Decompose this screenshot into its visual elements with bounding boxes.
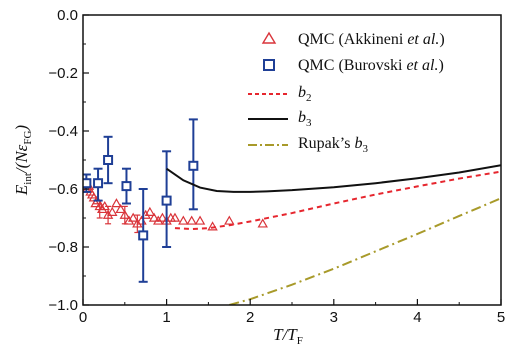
y-tick-label: 0.0 — [57, 7, 78, 24]
x-tick-label: 2 — [246, 309, 254, 326]
y-tick-label: −0.4 — [48, 123, 78, 140]
y-axis-label-end: ) — [12, 125, 31, 132]
legend-akkineni-italic: et al. — [407, 31, 439, 48]
akkineni-data-point — [157, 212, 168, 222]
akkineni-data-point — [194, 215, 206, 225]
legend-label-b2: b2 — [298, 84, 312, 104]
akkineni-data-point — [123, 215, 135, 225]
burovski-data-point — [93, 178, 104, 189]
series-b2-line — [174, 170, 501, 231]
akkineni-data-point — [107, 206, 118, 216]
legend-item-akkineni: QMC (Akkineni et al.) — [261, 31, 445, 48]
akkineni-data-point — [115, 203, 126, 214]
plot-clipped-group — [83, 118, 501, 305]
burovski-data-point — [161, 195, 172, 206]
legend-b3-sub: 3 — [306, 117, 312, 129]
x-axis-label-sub: F — [297, 335, 303, 347]
burovski-data-point — [103, 155, 114, 165]
legend-b3-main: b — [298, 109, 306, 126]
legend-rupak-sub: 3 — [362, 143, 368, 155]
plot-area — [83, 118, 501, 305]
legend-b2-sub: 2 — [306, 92, 312, 104]
x-tick-label: 4 — [413, 309, 421, 326]
legend-item-rupak: Rupak’s b3 — [248, 135, 368, 155]
legend-square-marker — [263, 59, 275, 71]
y-axis-label-mid: /(Nε — [12, 144, 31, 174]
y-tick-label: −0.8 — [48, 239, 78, 256]
legend-item-b3: b3 — [248, 109, 312, 129]
legend-label-rupak: Rupak’s b3 — [298, 135, 368, 155]
akkineni-data-point — [119, 209, 131, 219]
y-tick-label: −0.6 — [48, 181, 78, 198]
y-axis-label: Eint/(NεFG) — [12, 125, 34, 197]
y-axis-label-sub2: FG — [22, 131, 34, 145]
legend-label-b3: b3 — [298, 109, 312, 129]
y-axis-label-sub1: int — [22, 173, 34, 185]
burovski-data-point — [138, 230, 149, 241]
akkineni-data-point — [102, 209, 114, 219]
akkineni-data-point — [111, 198, 122, 208]
legend-label-akkineni: QMC (Akkineni et al.) — [298, 31, 445, 48]
akkineni-data-point — [96, 203, 108, 214]
akkineni-data-point — [224, 215, 235, 225]
akkineni-data-point — [132, 218, 143, 228]
akkineni-data-point — [257, 218, 268, 228]
x-tick-label: 5 — [497, 309, 505, 326]
x-tick-label: 3 — [330, 309, 338, 326]
akkineni-data-point — [144, 206, 156, 216]
x-axis-label-main: T/T — [273, 325, 298, 344]
legend-item-b2: b2 — [248, 84, 312, 104]
y-tick-label: −0.2 — [48, 65, 78, 82]
y-tick-label: −1.0 — [48, 297, 78, 314]
akkineni-data-point — [169, 212, 181, 222]
y-axis-label-main: E — [12, 184, 31, 196]
burovski-data-point — [121, 181, 132, 192]
legend-akkineni-main: QMC (Akkineni — [298, 31, 407, 48]
x-tick-label: 0 — [79, 309, 87, 326]
burovski-data-point — [188, 160, 199, 171]
x-axis-label: T/TF — [273, 325, 303, 347]
legend-burovski-italic: et al. — [406, 57, 438, 74]
burovski-data-point — [83, 178, 92, 189]
legend-triangle-marker — [261, 31, 277, 44]
legend-rupak-italic: b — [354, 135, 362, 152]
akkineni-data-point — [99, 200, 110, 211]
legend-item-burovski: QMC (Burovski et al.) — [263, 57, 444, 74]
legend-akkineni-end: ) — [439, 31, 444, 48]
axis-ticks: 0 1 2 3 4 5 0.0 −0.2 −0.4 −0.6 −0.8 −1.0 — [48, 7, 505, 326]
legend-b2-main: b — [298, 84, 306, 101]
series-rupak-line — [229, 197, 501, 305]
akkineni-data-point — [148, 212, 160, 222]
legend-burovski-main: QMC (Burovski — [298, 57, 406, 74]
akkineni-data-point — [178, 215, 189, 225]
akkineni-data-point — [207, 221, 218, 231]
legend: QMC (Akkineni et al.) QMC (Burovski et a… — [248, 31, 445, 155]
akkineni-data-point — [127, 212, 139, 222]
akkineni-data-point — [153, 215, 164, 225]
x-tick-label: 1 — [162, 309, 170, 326]
legend-burovski-end: ) — [438, 57, 443, 74]
series-b3-line — [166, 164, 501, 193]
akkineni-data-point — [186, 215, 197, 225]
legend-rupak-main: Rupak’s — [298, 135, 354, 152]
legend-label-burovski: QMC (Burovski et al.) — [298, 57, 444, 74]
